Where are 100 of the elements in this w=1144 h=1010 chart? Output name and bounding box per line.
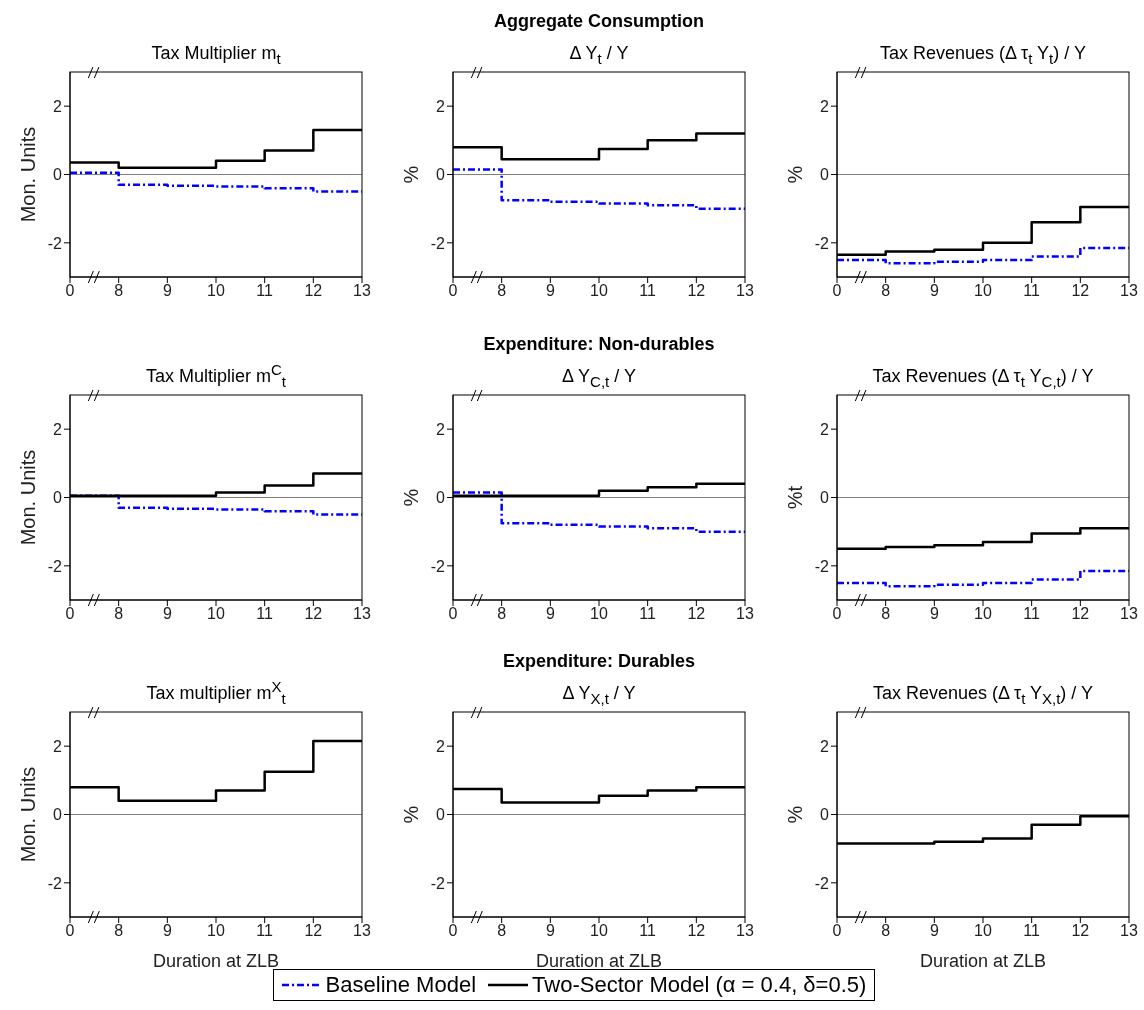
x-tick-label: 8	[497, 605, 507, 623]
chart-title: Δ Y$_{t}$ / Y	[568, 43, 630, 67]
y-tick-label: 0	[53, 806, 63, 824]
y-tick-label: -2	[814, 234, 830, 252]
y-tick-label: 0	[436, 489, 446, 507]
x-tick-label: 9	[162, 605, 172, 623]
y-axis-title: %	[400, 165, 423, 184]
x-tick-label: 11	[256, 282, 274, 300]
x-tick-label: 9	[162, 282, 172, 300]
y-tick-label: -2	[430, 557, 446, 575]
y-tick-label: -2	[47, 234, 63, 252]
x-tick-label: 8	[114, 922, 124, 940]
y-axis-title: %	[400, 805, 423, 824]
y-tick-label: -2	[430, 874, 446, 892]
chart-title: Δ Y$_{C,t}$ / Y	[561, 366, 637, 390]
y-axis-title: %	[400, 488, 423, 507]
x-tick-label: 9	[545, 605, 555, 623]
x-tick-label: 0	[448, 605, 458, 623]
chart-title: Tax Revenues (Δ τ$_{t}$ Y$_{X,t}$) / Y	[871, 683, 1095, 707]
x-tick-label: 8	[114, 605, 124, 623]
x-tick-label: 10	[207, 922, 225, 940]
legend-label: Baseline Model	[325, 972, 477, 998]
y-axis-title: Mon. Units	[17, 449, 40, 546]
x-tick-label: 11	[256, 605, 274, 623]
chart-title: Tax Revenues (Δ τ$_{t}$ Y$_{C,t}$) / Y	[871, 366, 1095, 390]
x-tick-label: 10	[590, 282, 608, 300]
y-tick-label: 0	[820, 806, 830, 824]
x-tick-label: 0	[832, 605, 842, 623]
x-tick-label: 10	[207, 605, 225, 623]
x-axis-title: Duration at ZLB	[919, 951, 1047, 971]
x-tick-label: 12	[304, 922, 323, 940]
chart-title: Δ Y$_{X,t}$ / Y	[561, 683, 637, 707]
x-tick-label: 11	[1023, 605, 1041, 623]
y-tick-label: 0	[436, 806, 446, 824]
x-tick-label: 12	[304, 282, 323, 300]
x-tick-label: 0	[832, 922, 842, 940]
x-tick-label: 13	[1120, 282, 1138, 300]
y-tick-label: -2	[814, 874, 830, 892]
x-tick-label: 10	[590, 605, 608, 623]
x-tick-label: 12	[1071, 922, 1090, 940]
y-tick-label: 0	[53, 489, 63, 507]
y-tick-label: -2	[47, 874, 63, 892]
x-tick-label: 11	[256, 922, 274, 940]
y-axis-title: Mon. Units	[17, 126, 40, 223]
x-tick-label: 12	[1071, 282, 1090, 300]
y-tick-label: 0	[820, 166, 830, 184]
chart-title: Tax Multiplier m$_{t}$	[150, 43, 282, 67]
legend-label: Two-Sector Model (α = 0.4, δ=0.5)	[532, 972, 867, 998]
y-axis-title: %t	[784, 485, 807, 510]
x-tick-label: 12	[304, 605, 323, 623]
y-tick-label: 2	[436, 97, 446, 115]
x-tick-label: 8	[497, 282, 507, 300]
x-tick-label: 11	[639, 282, 657, 300]
y-tick-label: 2	[820, 737, 830, 755]
x-tick-label: 9	[162, 922, 172, 940]
x-tick-label: 8	[114, 282, 124, 300]
x-tick-label: 10	[207, 282, 225, 300]
x-tick-label: 13	[736, 922, 754, 940]
x-tick-label: 12	[687, 922, 706, 940]
y-tick-label: 2	[820, 97, 830, 115]
x-tick-label: 8	[497, 922, 507, 940]
y-tick-label: 0	[53, 166, 63, 184]
x-tick-label: 13	[353, 922, 371, 940]
x-tick-label: 12	[687, 282, 706, 300]
x-tick-label: 10	[974, 282, 992, 300]
x-tick-label: 8	[881, 282, 891, 300]
y-axis-title: %	[784, 805, 807, 824]
y-tick-label: 2	[436, 737, 446, 755]
text: Expenditure: Non-durables	[482, 334, 716, 355]
x-tick-label: 9	[929, 282, 939, 300]
y-tick-label: -2	[430, 234, 446, 252]
text: Expenditure: Durables	[501, 651, 696, 672]
y-tick-label: 2	[53, 97, 63, 115]
y-tick-label: 2	[820, 420, 830, 438]
x-tick-label: 13	[736, 282, 754, 300]
y-tick-label: 2	[53, 420, 63, 438]
x-tick-label: 9	[929, 605, 939, 623]
x-tick-label: 0	[65, 922, 75, 940]
y-tick-label: 2	[53, 737, 63, 755]
x-tick-label: 11	[639, 605, 657, 623]
y-axis-title: Mon. Units	[17, 766, 40, 863]
x-tick-label: 0	[65, 282, 75, 300]
x-tick-label: 13	[736, 605, 754, 623]
x-tick-label: 9	[929, 922, 939, 940]
y-tick-label: 0	[436, 166, 446, 184]
x-tick-label: 0	[832, 282, 842, 300]
text: Aggregate Consumption	[493, 11, 705, 32]
y-tick-label: -2	[814, 557, 830, 575]
x-tick-label: 0	[448, 922, 458, 940]
x-tick-label: 10	[974, 605, 992, 623]
chart-title: Tax Revenues (Δ τ$_{t}$ Y$_{t}$) / Y	[879, 43, 1087, 67]
x-tick-label: 9	[545, 922, 555, 940]
x-tick-label: 13	[353, 605, 371, 623]
x-tick-label: 10	[974, 922, 992, 940]
x-axis-title: Duration at ZLB	[535, 951, 663, 971]
x-tick-label: 11	[1023, 282, 1041, 300]
x-tick-label: 9	[545, 282, 555, 300]
y-tick-label: 0	[820, 489, 830, 507]
x-tick-label: 11	[639, 922, 657, 940]
x-tick-label: 8	[881, 922, 891, 940]
